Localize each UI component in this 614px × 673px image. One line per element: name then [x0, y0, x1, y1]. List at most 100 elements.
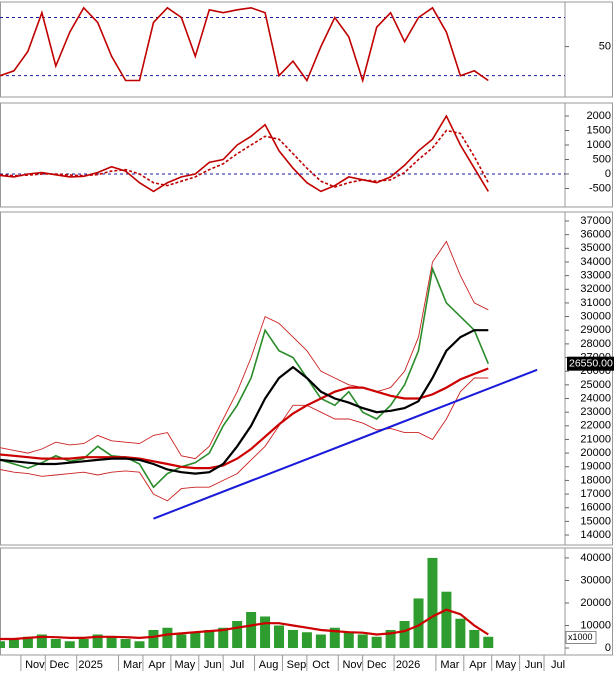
- series-line: [0, 6, 489, 84]
- volume-bar: [0, 641, 5, 649]
- volume-bar: [176, 634, 187, 649]
- volume-bar: [301, 632, 312, 649]
- volume-bar: [246, 611, 257, 649]
- volume-bar: [50, 639, 61, 649]
- series-line: [0, 265, 490, 489]
- x-tick-label: Sep: [287, 659, 307, 671]
- x-tick-label: Nov: [342, 659, 362, 671]
- y-tick-label: 21000: [580, 433, 611, 445]
- y-tick-label: 20000: [580, 447, 611, 459]
- y-tick-label: 17000: [580, 488, 611, 500]
- panel-frame: [0, 211, 613, 546]
- series-line: [0, 608, 489, 641]
- y-tick-label: 22000: [580, 420, 611, 432]
- y-tick-label: 0: [605, 168, 611, 180]
- y-tick-label: 0: [605, 642, 611, 654]
- volume-bar: [287, 629, 298, 649]
- volume-bar: [357, 634, 368, 649]
- volume-bar: [274, 625, 285, 649]
- x-tick-label: Apr: [148, 659, 165, 671]
- volume-bar: [260, 616, 271, 649]
- y-tick-label: 19000: [580, 461, 611, 473]
- volume-bar: [134, 641, 145, 649]
- y-tick-label: 30000: [580, 310, 611, 322]
- trend-line: [153, 368, 538, 520]
- panel-frame: [0, 1, 613, 98]
- volume-bar: [22, 636, 33, 649]
- volume-bar: [455, 618, 466, 649]
- volume-bar: [64, 641, 75, 649]
- last-value-label: 26550.00: [569, 357, 613, 369]
- y-tick-label: 33000: [580, 270, 611, 282]
- x-tick-label: May: [495, 659, 516, 671]
- volume-bar: [162, 627, 173, 649]
- x-tick-label: Dec: [367, 659, 387, 671]
- volume-bar: [371, 636, 382, 649]
- y-tick-label: 16000: [580, 502, 611, 514]
- volume-bar: [343, 632, 354, 649]
- y-tick-label: 50: [599, 40, 611, 52]
- x-tick-label: Jul: [230, 659, 244, 671]
- series-line: [0, 367, 489, 470]
- y-tick-label: 28000: [580, 338, 611, 350]
- series-line: [0, 329, 489, 475]
- volume-bar: [8, 639, 19, 649]
- x-tick-label: Mar: [440, 659, 459, 671]
- volume-bar: [204, 629, 215, 649]
- y-tick-label: 2000: [587, 110, 611, 122]
- y-tick-label: 30000: [580, 574, 611, 586]
- x-tick-label: Jun: [204, 659, 222, 671]
- volume-bar: [78, 639, 89, 649]
- y-tick-label: 20000: [580, 597, 611, 609]
- last-value-box: [567, 356, 614, 371]
- volume-bar: [148, 629, 159, 649]
- y-tick-label: 36000: [580, 229, 611, 241]
- x-tick-label: 2026: [396, 659, 420, 671]
- series-line: [0, 240, 489, 460]
- volume-bar: [315, 634, 326, 649]
- volume-bar: [190, 632, 201, 649]
- y-tick-label: 25000: [580, 379, 611, 391]
- x-tick-label: Oct: [312, 659, 329, 671]
- x-tick-label: Apr: [469, 659, 486, 671]
- y-tick-label: 1000: [587, 139, 611, 151]
- volume-bar: [92, 634, 103, 649]
- volume-bar: [441, 591, 452, 649]
- volume-bar: [413, 598, 424, 649]
- x-tick-label: Jul: [551, 659, 565, 671]
- volume-bar: [218, 627, 229, 649]
- series-line: [0, 114, 489, 193]
- y-tick-label: 34000: [580, 256, 611, 268]
- x-tick-label: May: [174, 659, 195, 671]
- y-tick-label: 15000: [580, 515, 611, 527]
- y-tick-label: 500: [593, 153, 611, 165]
- y-tick-label: 35000: [580, 242, 611, 254]
- x-tick-label: 2025: [78, 659, 102, 671]
- panel-frame: [0, 102, 613, 208]
- y-tick-label: 37000: [580, 215, 611, 227]
- y-tick-label: 10000: [580, 619, 611, 631]
- volume-bar: [427, 557, 438, 649]
- x-tick-label: Jun: [525, 659, 543, 671]
- y-tick-label: 40000: [580, 552, 611, 564]
- volume-bar: [483, 636, 494, 649]
- y-tick-label: 29000: [580, 324, 611, 336]
- volume-bar: [469, 629, 480, 649]
- volume-bar: [232, 620, 243, 649]
- y-tick-label: 31000: [580, 297, 611, 309]
- volume-bar: [399, 620, 410, 649]
- y-tick-label: -500: [589, 182, 611, 194]
- x-tick-label: Nov: [25, 659, 45, 671]
- y-tick-label: 32000: [580, 283, 611, 295]
- y-tick-label: 24000: [580, 392, 611, 404]
- volume-bar: [106, 636, 117, 649]
- unit-box: [565, 630, 597, 644]
- x-tick-label: Dec: [50, 659, 70, 671]
- volume-bar: [36, 634, 47, 649]
- volume-bar: [329, 627, 340, 649]
- y-tick-label: 1500: [587, 124, 611, 136]
- y-tick-label: 18000: [580, 474, 611, 486]
- x-tick-label: Mar: [123, 659, 142, 671]
